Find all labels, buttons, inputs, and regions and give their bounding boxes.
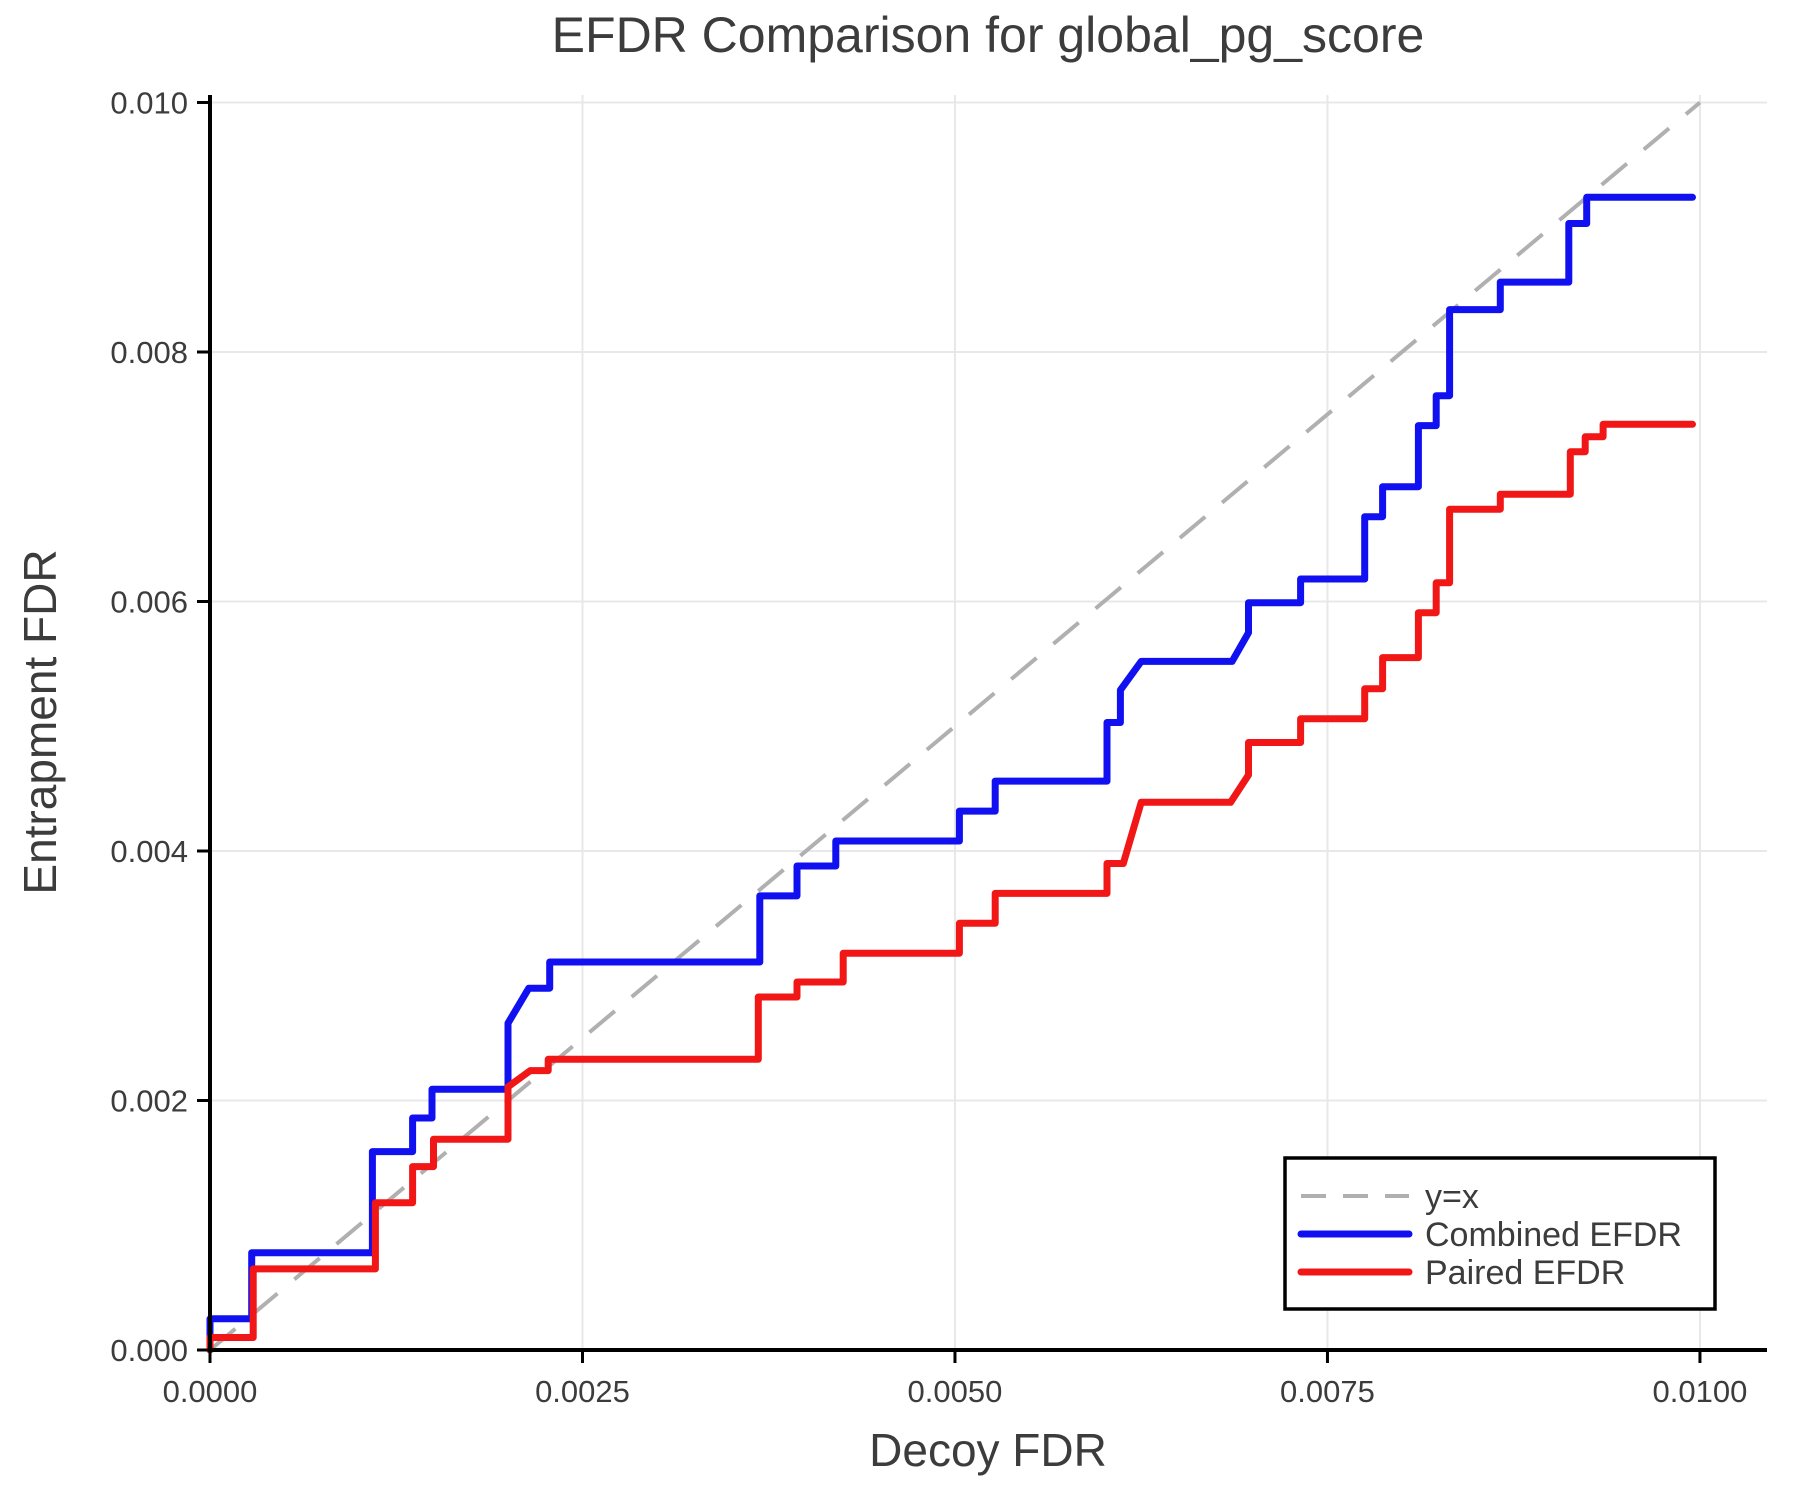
x-axis-label: Decoy FDR — [869, 1424, 1107, 1476]
x-tick-label: 0.0100 — [1653, 1374, 1748, 1409]
y-axis-label: Entrapment FDR — [14, 549, 66, 894]
legend-label: y=x — [1425, 1178, 1479, 1216]
y-tick-label: 0.000 — [110, 1333, 188, 1368]
x-tick-label: 0.0025 — [535, 1374, 630, 1409]
series-line-paired-efdr — [206, 420, 1696, 1354]
x-tick-label: 0.0075 — [1280, 1374, 1375, 1409]
axes-layer — [197, 95, 1767, 1363]
chart-title: EFDR Comparison for global_pg_score — [552, 7, 1425, 63]
x-tick-label: 0.0000 — [163, 1374, 258, 1409]
legend-label: Paired EFDR — [1425, 1254, 1625, 1292]
legend-label: Combined EFDR — [1425, 1216, 1682, 1254]
y-tick-label: 0.002 — [110, 1083, 188, 1118]
y-tick-label: 0.010 — [110, 85, 188, 120]
y-tick-label: 0.008 — [110, 335, 188, 370]
y-tick-label: 0.006 — [110, 584, 188, 619]
series-line-combined-efdr — [206, 193, 1696, 1354]
x-tick-label: 0.0050 — [908, 1374, 1003, 1409]
tick-label-layer: 0.0000 0.0025 0.0050 0.0075 0.0100 0.000 0.002… — [110, 85, 1747, 1409]
y-tick-label: 0.004 — [110, 834, 188, 869]
series-layer — [206, 193, 1696, 1354]
